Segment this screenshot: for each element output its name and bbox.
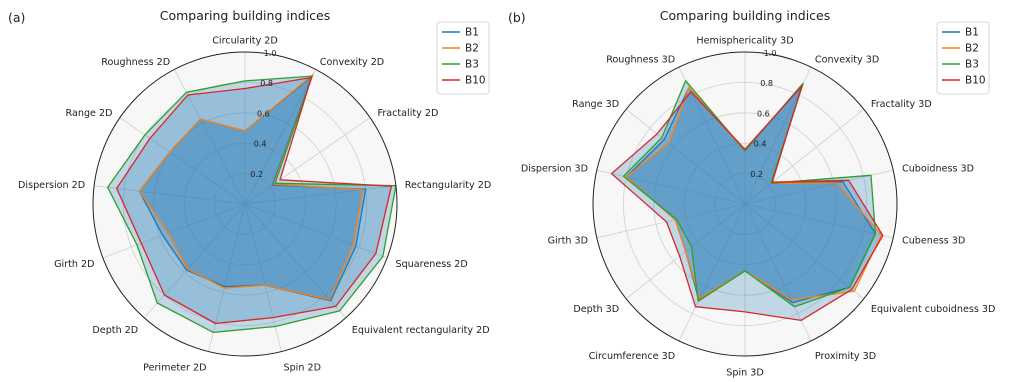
- axis-label: Cubeness 3D: [902, 235, 965, 246]
- grid-spoke: [244, 69, 316, 205]
- axis-labels: Circularity 2D Convexity 2D Fractality 2D R…: [18, 36, 491, 374]
- radar-panel-b: (b) Comparing building indices 0.2 0.4 0.6…: [508, 8, 995, 379]
- series-line-b3: [622, 80, 877, 308]
- legend-label-b3: B3: [465, 59, 479, 71]
- series-fill-b3: [107, 76, 396, 333]
- series-fill-b10: [611, 86, 883, 321]
- axis-label: Spin 2D: [284, 363, 321, 374]
- chart-title-b: Comparing building indices: [660, 8, 831, 23]
- axis-label: Circularity 2D: [212, 36, 278, 47]
- radial-tick-label: 0.8: [260, 79, 273, 88]
- axis-label: Roughness 2D: [101, 57, 170, 68]
- radial-tick-label: 0.6: [757, 109, 770, 118]
- grid-spoke: [208, 203, 246, 352]
- axis-label: Range 3D: [572, 99, 619, 110]
- series-line-b10: [610, 85, 884, 322]
- axis-label: Equivalent rectangularity 2D: [352, 325, 490, 336]
- axis-label: Convexity 2D: [320, 57, 384, 68]
- grid-spoke: [678, 66, 746, 205]
- grid-spoke: [596, 203, 746, 239]
- axis-label: Proximity 3D: [815, 351, 876, 362]
- polar-frame: [92, 51, 398, 357]
- grid-spoke: [625, 108, 746, 205]
- axis-label: Roughness 3D: [606, 54, 675, 65]
- series-lines: [610, 80, 884, 322]
- legend-label-b3: B3: [965, 59, 979, 71]
- radial-tick-label: 0.4: [254, 140, 267, 149]
- grid-spoke: [744, 203, 812, 342]
- series-line-b10: [116, 76, 393, 325]
- legend-label-b10: B10: [965, 75, 986, 87]
- radial-tick-label: 1.0: [764, 49, 777, 58]
- radar-panel-a: (a) Comparing building indices 0.2 0.4 0.6…: [8, 8, 491, 374]
- legend-label-b10: B10: [465, 75, 486, 87]
- radial-tick-labels: 0.2 0.4 0.6 0.8 1.0: [250, 49, 276, 179]
- legend-label-b1: B1: [965, 27, 979, 39]
- axis-label: Depth 2D: [92, 325, 138, 336]
- axis-label: Equivalent cuboidness 3D: [871, 304, 996, 315]
- legend-label-b2: B2: [465, 43, 479, 55]
- axis-label: Fractality 2D: [378, 108, 439, 119]
- series-fill-b3: [623, 80, 876, 307]
- series-line-b2: [138, 74, 364, 301]
- radial-tick-label: 1.0: [264, 49, 277, 58]
- axis-label: Girth 2D: [54, 259, 94, 270]
- axis-label: Spin 3D: [726, 368, 763, 379]
- series-fill-b2: [139, 74, 363, 300]
- series-line-b3: [107, 75, 397, 334]
- legend-label-b1: B1: [465, 27, 479, 39]
- grid-spoke: [744, 203, 894, 239]
- axis-label: Girth 3D: [548, 235, 588, 246]
- legend-box: [436, 21, 490, 95]
- radial-tick-label: 0.6: [257, 109, 270, 118]
- grid-spoke: [119, 117, 246, 205]
- grid-spoke: [143, 203, 246, 319]
- axis-label: Perimeter 2D: [143, 363, 206, 374]
- radial-tick-label: 0.8: [760, 79, 773, 88]
- axis-label: Fractality 3D: [871, 99, 932, 110]
- axis-label: Circumference 3D: [589, 351, 676, 362]
- grid-spoke: [678, 203, 746, 342]
- legend-label-b2: B2: [965, 43, 979, 55]
- panel-label-a: (a): [8, 10, 25, 25]
- series-lines: [107, 74, 397, 334]
- grid-spoke: [94, 185, 246, 205]
- polar-frame: [592, 51, 898, 357]
- grid-spoke: [596, 169, 746, 205]
- axis-labels: Hemisphericality 3D Convexity 3D Fractalit…: [521, 36, 996, 379]
- axis-label: Squareness 2D: [396, 259, 468, 270]
- axis-label: Dispersion 2D: [18, 180, 85, 191]
- radial-tick-labels: 0.2 0.4 0.6 0.8 1.0: [750, 49, 776, 179]
- radial-tick-label: 0.4: [754, 140, 767, 149]
- grid-spoke: [102, 203, 246, 259]
- series-fill-b1: [139, 76, 366, 301]
- axis-label: Dispersion 3D: [521, 164, 588, 175]
- series-fills: [107, 74, 396, 333]
- legend-box: [936, 21, 990, 95]
- chart-title-a: Comparing building indices: [160, 8, 331, 23]
- panel-label-b: (b): [508, 10, 526, 25]
- grid-spoke: [744, 108, 865, 205]
- axis-label: Cuboidness 3D: [902, 164, 974, 175]
- grid-spoke: [244, 203, 388, 259]
- grid-spoke: [244, 117, 371, 205]
- axis-label: Convexity 3D: [815, 54, 879, 65]
- grid-spoke: [744, 203, 865, 300]
- axis-label: Rectangularity 2D: [405, 180, 491, 191]
- axis-label: Hemisphericality 3D: [696, 36, 793, 47]
- series-fills: [611, 80, 883, 321]
- legend: B1 B2 B3 B10: [936, 21, 990, 95]
- axis-label: Depth 3D: [573, 304, 619, 315]
- grid-spoke: [244, 185, 396, 205]
- radial-tick-label: 0.2: [250, 170, 263, 179]
- series-fill-b2: [626, 83, 882, 300]
- series-fill-b1: [626, 83, 876, 303]
- radial-tick-label: 0.2: [750, 170, 763, 179]
- legend: B1 B2 B3 B10: [436, 21, 490, 95]
- series-fill-b10: [116, 77, 392, 324]
- axis-label: Range 2D: [66, 108, 113, 119]
